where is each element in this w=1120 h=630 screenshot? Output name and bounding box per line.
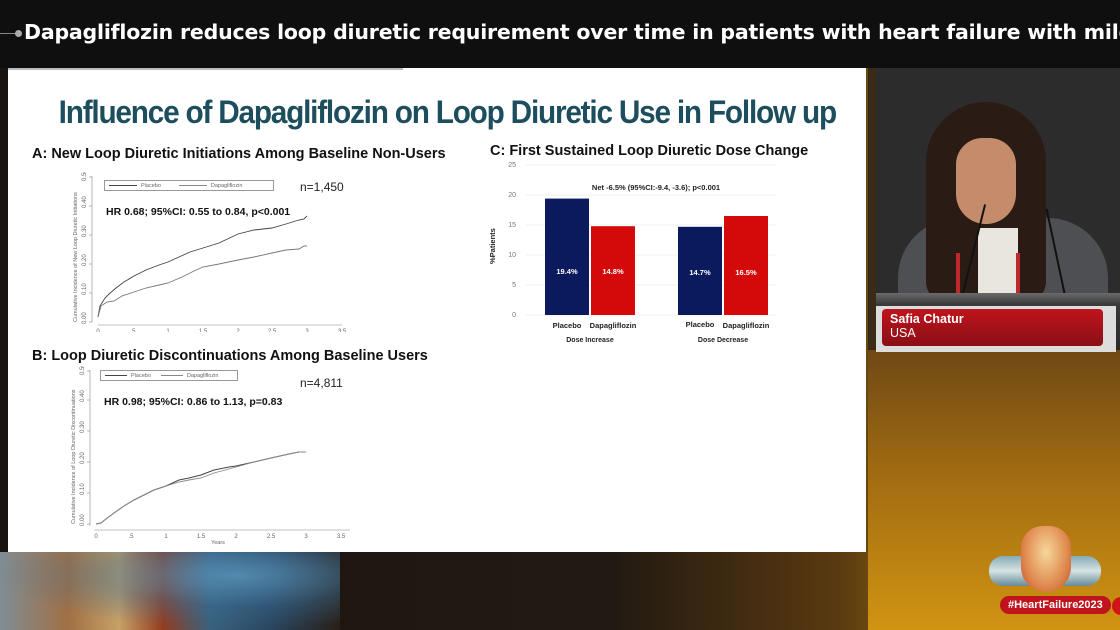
- svg-text:0: 0: [94, 534, 98, 540]
- svg-text:Dose Decrease: Dose Decrease: [698, 337, 748, 344]
- panel-b-hr: HR 0.98; 95%CI: 0.86 to 1.13, p=0.83: [104, 396, 283, 408]
- svg-text:Dose Increase: Dose Increase: [566, 337, 614, 344]
- svg-text:1: 1: [164, 534, 168, 540]
- svg-text:2: 2: [234, 534, 238, 540]
- heart-failure-2023-logo: [985, 518, 1105, 618]
- legend-label-placebo: Placebo: [141, 182, 161, 189]
- svg-text:2: 2: [236, 329, 240, 332]
- hashtag-accent-dot: [1112, 597, 1120, 615]
- svg-text:19.4%: 19.4%: [556, 267, 578, 276]
- svg-text:0.40: 0.40: [82, 196, 88, 208]
- svg-text:0.30: 0.30: [80, 421, 86, 433]
- svg-text:%Patients: %Patients: [488, 228, 497, 264]
- panel-b-title: B: Loop Diuretic Discontinuations Among …: [32, 348, 428, 364]
- panel-a-hr: HR 0.68; 95%CI: 0.55 to 0.84, p<0.001: [106, 206, 291, 218]
- background-artwork-overlay: [0, 552, 340, 630]
- speaker-nameplate: Safia Chatur USA: [882, 309, 1103, 346]
- bar-dapagliflozin-dose-increase: [591, 226, 635, 315]
- title-bullet-icon: [15, 30, 22, 37]
- panel-b-n: n=4,811: [300, 376, 343, 390]
- svg-text:Cumulative Incidence of Loop D: Cumulative Incidence of Loop Diuretic Di…: [71, 389, 77, 524]
- svg-text:15: 15: [508, 222, 516, 229]
- svg-text:3: 3: [305, 329, 309, 332]
- svg-text:0.40: 0.40: [80, 390, 86, 402]
- svg-text:3.5: 3.5: [338, 329, 347, 332]
- svg-text:25: 25: [508, 162, 516, 169]
- panel-a-chart: 0.00 0.10 0.20 0.30 0.40 0.50 Cumulative…: [64, 172, 354, 332]
- panel-c-title: C: First Sustained Loop Diuretic Dose Ch…: [490, 143, 809, 159]
- svg-text:Net -6.5% (95%CI:-9.4, -3.6);: Net -6.5% (95%CI:-9.4, -3.6); p<0.001: [592, 183, 720, 192]
- svg-text:0.10: 0.10: [80, 483, 86, 495]
- svg-text:.5: .5: [128, 534, 134, 540]
- panel-a-legend: Placebo Dapagliflozin: [104, 180, 274, 191]
- svg-text:Cumulative Incidence of New Lo: Cumulative Incidence of New Loop Diureti…: [73, 192, 79, 322]
- panel-c-bar-plot: 25 20 15 10 5 0 %Patients Net -6.5% (95%CI:-…: [488, 162, 776, 344]
- panel-b-legend: Placebo Dapagliflozin: [100, 370, 238, 381]
- video-title-bar: Dapagliflozin reduces loop diuretic requ…: [0, 0, 1120, 68]
- svg-text:.5: .5: [130, 329, 136, 332]
- speaker-lanyard-right: [1016, 253, 1020, 293]
- legend-line-placebo: [109, 185, 137, 186]
- svg-text:1: 1: [166, 329, 170, 332]
- svg-text:1.5: 1.5: [197, 534, 206, 540]
- panel-b-plot: 0.00 0.10 0.20 0.30 0.40 0.50 Cumulative…: [71, 366, 350, 546]
- svg-text:2.5: 2.5: [268, 329, 277, 332]
- presentation-slide: Influence of Dapagliflozin on Loop Diure…: [8, 68, 866, 552]
- svg-text:1.5: 1.5: [199, 329, 208, 332]
- title-connector-line: [0, 33, 18, 34]
- svg-text:20: 20: [508, 192, 516, 199]
- legend-label-dapagliflozin: Dapagliflozin: [186, 372, 219, 379]
- svg-text:Placebo: Placebo: [686, 320, 715, 329]
- speaker-face: [956, 138, 1016, 224]
- svg-text:Dapagliflozin: Dapagliflozin: [590, 321, 637, 330]
- svg-text:3: 3: [304, 534, 308, 540]
- legend-line-dapagliflozin: [178, 185, 207, 186]
- svg-text:Years: Years: [211, 540, 225, 546]
- svg-text:0.00: 0.00: [82, 312, 88, 324]
- svg-text:0.30: 0.30: [82, 225, 88, 237]
- svg-text:0.50: 0.50: [82, 172, 88, 181]
- bar-placebo-dose-increase: [545, 198, 589, 315]
- video-title: Dapagliflozin reduces loop diuretic requ…: [24, 20, 1120, 44]
- svg-text:5: 5: [512, 282, 516, 289]
- speaker-name: Safia Chatur: [890, 312, 964, 326]
- bar-dapagliflozin-dose-decrease: [724, 216, 768, 315]
- panel-a-n: n=1,450: [300, 180, 344, 194]
- panel-a-plot: 0.00 0.10 0.20 0.30 0.40 0.50 Cumulative…: [73, 172, 347, 332]
- heart-icon: [1021, 526, 1071, 592]
- svg-text:16.5%: 16.5%: [735, 268, 757, 277]
- svg-text:Dapagliflozin: Dapagliflozin: [723, 321, 770, 330]
- svg-text:0: 0: [96, 329, 100, 332]
- legend-line-placebo: [105, 375, 127, 376]
- panel-b-chart: 0.00 0.10 0.20 0.30 0.40 0.50 Cumulative…: [64, 366, 354, 546]
- svg-text:0.20: 0.20: [80, 452, 86, 464]
- legend-label-placebo: Placebo: [131, 372, 151, 379]
- svg-text:0.00: 0.00: [80, 514, 86, 526]
- panel-a-title: A: New Loop Diuretic Initiations Among B…: [32, 146, 446, 162]
- svg-text:0.50: 0.50: [80, 366, 86, 375]
- legend-line-dapagliflozin: [160, 375, 183, 376]
- video-frame-edge: [868, 68, 876, 350]
- bar-placebo-dose-decrease: [678, 226, 722, 315]
- svg-text:0: 0: [512, 312, 516, 319]
- svg-text:2.5: 2.5: [267, 534, 276, 540]
- event-hashtag: #HeartFailure2023: [1000, 596, 1111, 614]
- slide-title: Influence of Dapagliflozin on Loop Diure…: [58, 94, 837, 130]
- speaker-lower-third: Safia Chatur USA: [876, 306, 1116, 352]
- svg-text:Placebo: Placebo: [553, 321, 582, 330]
- svg-text:10: 10: [508, 252, 516, 259]
- svg-text:14.8%: 14.8%: [602, 267, 624, 276]
- svg-text:14.7%: 14.7%: [689, 268, 711, 277]
- speaker-country: USA: [890, 326, 916, 340]
- svg-text:3.5: 3.5: [337, 534, 346, 540]
- svg-text:0.20: 0.20: [82, 254, 88, 266]
- legend-label-dapagliflozin: Dapagliflozin: [210, 182, 243, 189]
- panel-c-chart: 25 20 15 10 5 0 %Patients Net -6.5% (95%CI:-…: [476, 158, 776, 348]
- slide-top-border: [8, 68, 403, 70]
- speaker-lanyard-left: [956, 253, 960, 293]
- svg-text:0.10: 0.10: [82, 283, 88, 295]
